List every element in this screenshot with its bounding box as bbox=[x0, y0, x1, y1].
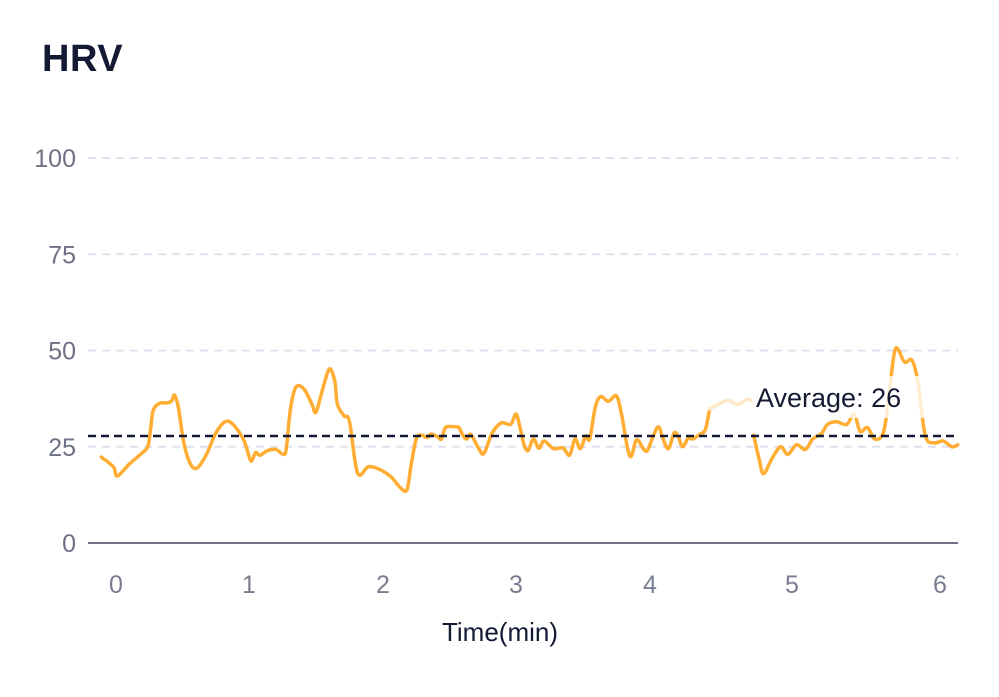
average-label: Average: 26 bbox=[756, 383, 901, 413]
chart-title: HRV bbox=[42, 38, 124, 80]
x-tick-label: 4 bbox=[643, 571, 657, 599]
x-axis-label: Time(min) bbox=[442, 617, 558, 647]
hrv-series-line bbox=[99, 367, 712, 494]
x-tick-label: 3 bbox=[509, 571, 523, 599]
hrv-series-line-faded bbox=[707, 397, 756, 411]
x-tick-label: 0 bbox=[109, 571, 123, 599]
x-tick-label: 2 bbox=[376, 571, 390, 599]
y-tick-label: 0 bbox=[62, 530, 76, 558]
y-tick-label: 25 bbox=[48, 434, 76, 462]
y-axis-ticks: 0 25 50 75 100 bbox=[34, 145, 76, 558]
average-label-backdrop bbox=[752, 376, 938, 418]
x-axis-ticks: 0 1 2 3 4 5 6 bbox=[109, 571, 947, 599]
y-tick-label: 100 bbox=[34, 145, 76, 173]
y-tick-label: 50 bbox=[48, 338, 76, 366]
x-tick-label: 6 bbox=[933, 571, 947, 599]
x-tick-label: 1 bbox=[242, 571, 256, 599]
x-tick-label: 5 bbox=[785, 571, 799, 599]
y-tick-label: 75 bbox=[48, 241, 76, 269]
